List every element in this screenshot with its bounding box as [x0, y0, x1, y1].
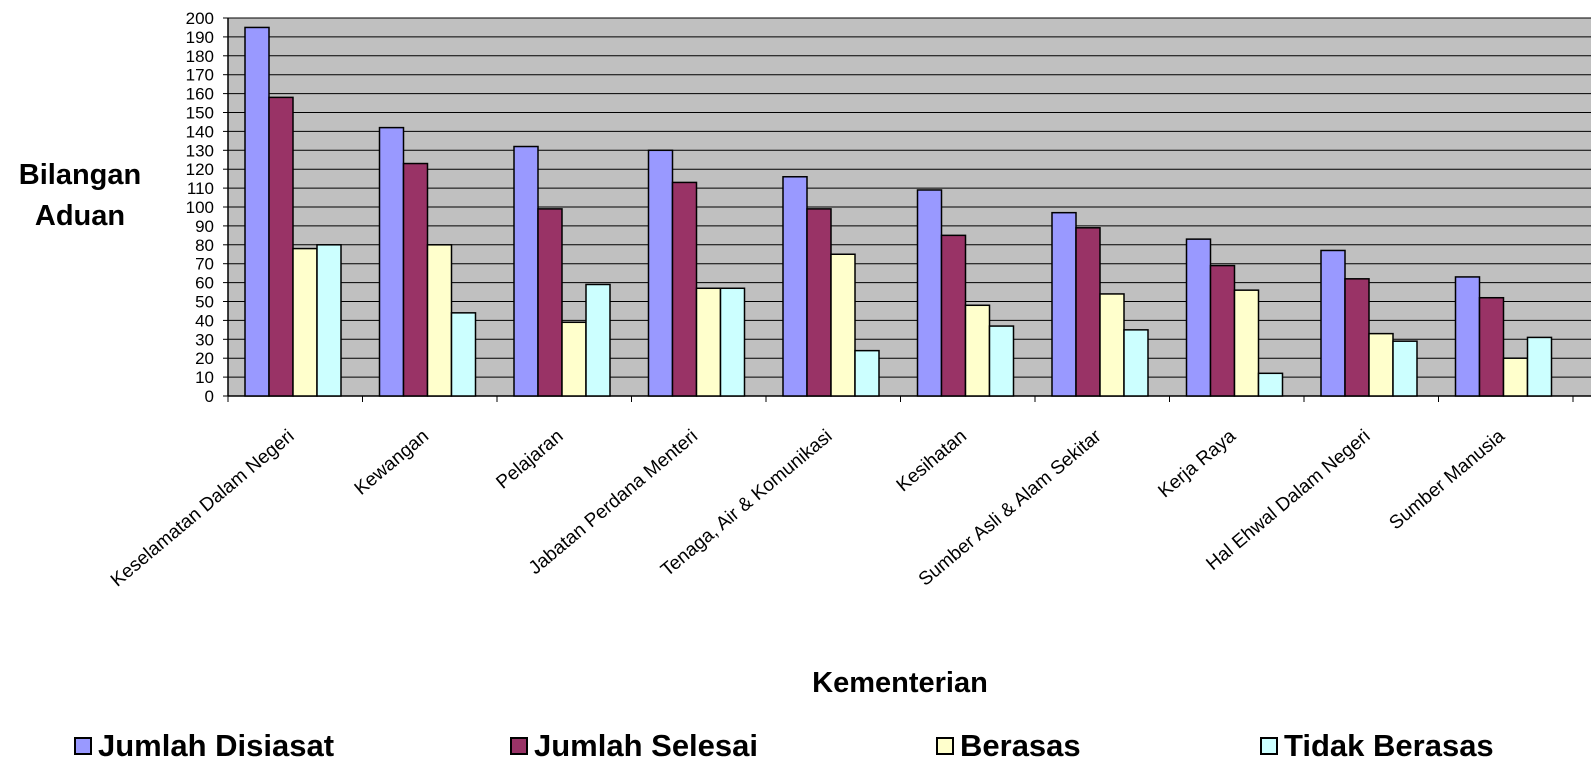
bar-jumlah-disiasat: [1320, 249, 1346, 397]
bar-tidak-berasas: [585, 283, 611, 397]
bar-jumlah-selesai: [1478, 296, 1505, 397]
bar-jumlah-disiasat: [1454, 276, 1481, 397]
y-tick-label: 20: [195, 349, 214, 368]
bar-jumlah-selesai: [806, 208, 832, 397]
bar-jumlah-disiasat: [513, 145, 539, 397]
y-tick-label: 70: [195, 255, 214, 274]
y-tick-label: 190: [186, 28, 214, 47]
bar-jumlah-selesai: [268, 96, 294, 397]
y-tick-label: 180: [186, 47, 214, 66]
bar-berasas: [1099, 293, 1125, 397]
y-axis-title-line-1: Bilangan: [19, 159, 141, 191]
bar-jumlah-selesai: [402, 162, 429, 397]
bar-berasas: [1502, 357, 1529, 397]
legend-swatch: [510, 737, 528, 755]
y-tick-label: 160: [186, 85, 214, 104]
bar-jumlah-selesai: [1344, 278, 1370, 397]
bar-jumlah-disiasat: [647, 149, 674, 397]
y-axis-title-line-2: Aduan: [35, 200, 125, 232]
y-tick-label: 60: [195, 274, 214, 293]
bar-jumlah-disiasat: [244, 26, 270, 397]
x-axis-title: Kementerian: [812, 667, 988, 699]
bar-jumlah-selesai: [671, 181, 698, 397]
legend-label: Tidak Berasas: [1284, 728, 1494, 763]
bar-berasas: [561, 321, 587, 397]
chart-legend: Jumlah Disiasat Jumlah Selesai Berasas Tida…: [0, 724, 1591, 768]
bar-jumlah-disiasat: [916, 189, 943, 397]
bar-jumlah-selesai: [1075, 227, 1101, 397]
bar-tidak-berasas: [450, 312, 477, 397]
y-tick-label: 80: [195, 236, 214, 255]
y-axis-ticks: 0102030405060708090100110120130140150160…: [186, 9, 228, 406]
bar-tidak-berasas: [1257, 372, 1284, 397]
y-tick-label: 0: [205, 387, 214, 406]
bar-jumlah-selesai: [1209, 264, 1236, 397]
bar-tidak-berasas: [988, 325, 1015, 397]
bar-tidak-berasas: [1392, 340, 1418, 397]
bar-jumlah-disiasat: [378, 126, 405, 397]
bar-berasas: [695, 287, 722, 397]
y-tick-label: 110: [187, 179, 214, 198]
bar-chart: 0102030405060708090100110120130140150160…: [19, 9, 1591, 699]
bar-tidak-berasas: [1123, 329, 1149, 397]
bar-tidak-berasas: [719, 287, 746, 397]
y-tick-label: 30: [195, 330, 214, 349]
bar-berasas: [1233, 289, 1260, 397]
y-tick-label: 130: [186, 141, 214, 160]
legend-item-berasas: Berasas: [936, 728, 1081, 764]
bar-jumlah-disiasat: [1185, 238, 1212, 397]
legend-item-jumlah-disiasat: Jumlah Disiasat: [74, 728, 334, 764]
x-axis-ticks: Keselamatan Dalam Negeri Kewangan Pelajara…: [107, 396, 1574, 591]
y-tick-label: 200: [186, 9, 214, 28]
x-tick-label: Pelajaran: [492, 426, 567, 494]
bar-berasas: [426, 244, 453, 397]
x-tick-label: Kesihatan: [893, 426, 971, 496]
bars: [244, 26, 1553, 397]
bar-jumlah-selesai: [940, 234, 967, 397]
y-tick-label: 50: [195, 293, 214, 312]
legend-swatch: [74, 737, 92, 755]
x-tick-label: Keselamatan Dalam Negeri: [107, 426, 298, 591]
y-tick-label: 170: [186, 66, 214, 85]
y-tick-label: 40: [195, 311, 214, 330]
y-tick-label: 140: [186, 122, 214, 141]
y-tick-label: 120: [186, 160, 214, 179]
x-tick-label: Kerja Raya: [1154, 425, 1240, 502]
x-tick-label: Kewangan: [351, 426, 433, 500]
y-tick-label: 100: [186, 198, 214, 217]
bar-tidak-berasas: [854, 349, 880, 397]
bar-jumlah-disiasat: [782, 176, 808, 397]
legend-label: Berasas: [960, 728, 1081, 763]
legend-item-jumlah-selesai: Jumlah Selesai: [510, 728, 758, 764]
x-tick-label: Sumber Manusia: [1385, 425, 1509, 534]
bar-tidak-berasas: [316, 244, 342, 397]
bar-berasas: [1368, 332, 1394, 397]
bar-tidak-berasas: [1526, 336, 1553, 397]
legend-item-tidak-berasas: Tidak Berasas: [1260, 728, 1494, 764]
bar-berasas: [830, 253, 856, 397]
legend-swatch: [936, 737, 954, 755]
bar-berasas: [964, 304, 991, 397]
y-tick-label: 90: [195, 217, 214, 236]
bar-jumlah-selesai: [537, 208, 563, 397]
y-tick-label: 150: [186, 104, 214, 123]
legend-swatch: [1260, 737, 1278, 755]
bar-berasas: [292, 247, 318, 397]
bar-jumlah-disiasat: [1051, 211, 1077, 397]
legend-label: Jumlah Disiasat: [98, 728, 335, 763]
y-tick-label: 10: [195, 368, 214, 387]
legend-label: Jumlah Selesai: [534, 728, 759, 763]
